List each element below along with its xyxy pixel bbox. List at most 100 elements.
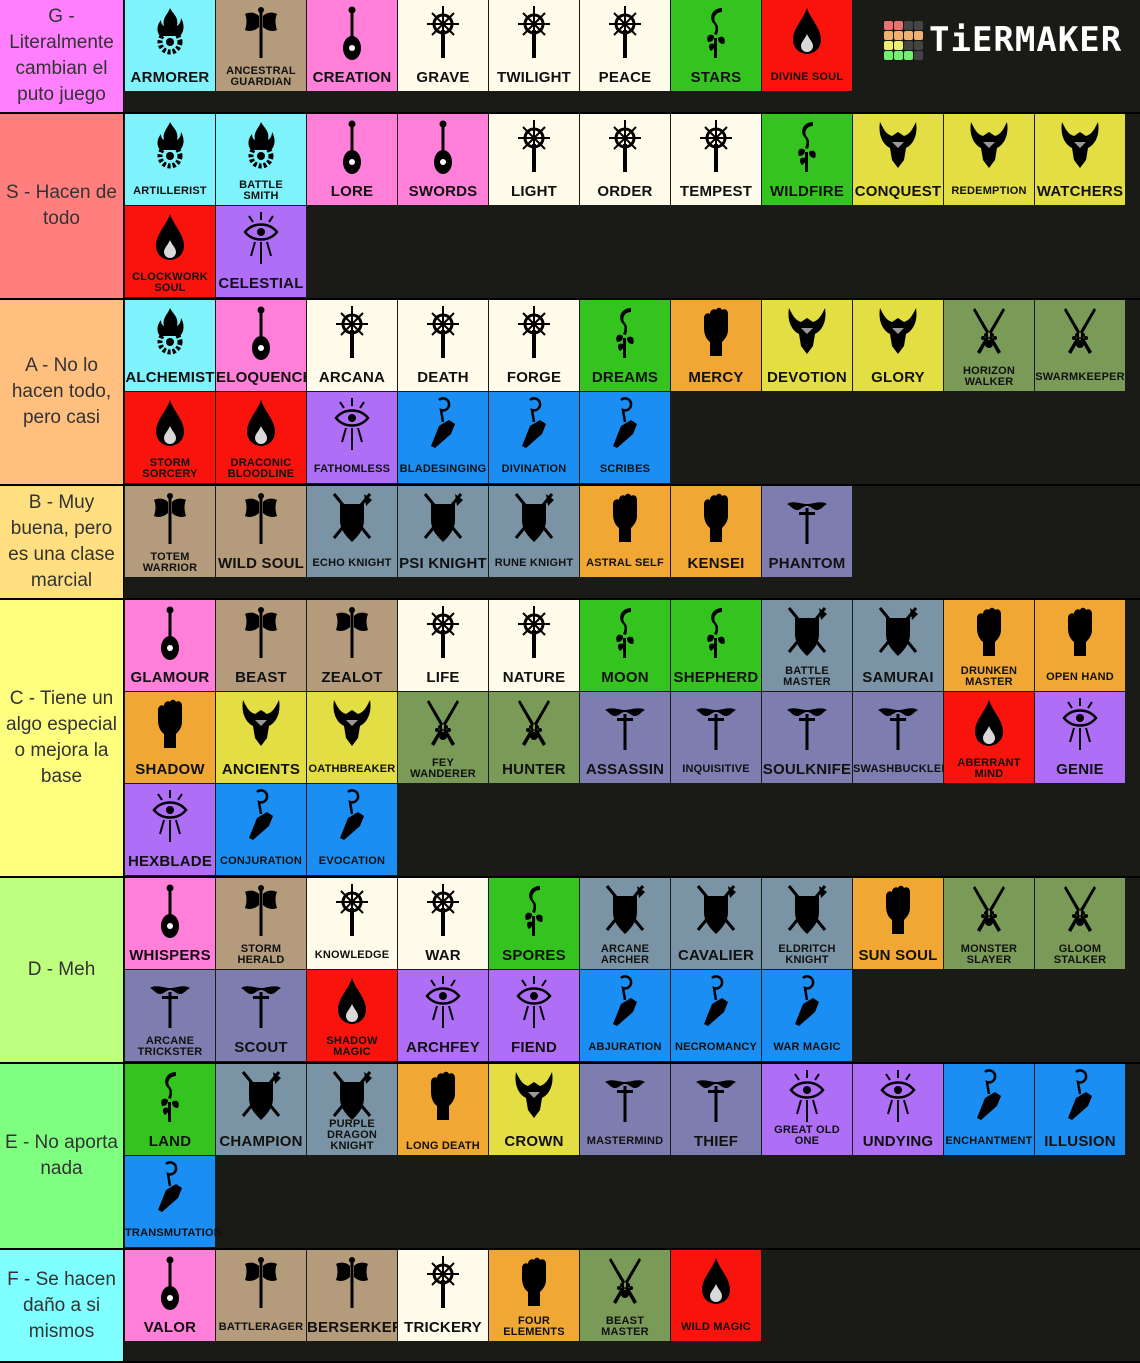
tier-item[interactable]: ARTILLERIST <box>125 114 215 205</box>
tier-item[interactable]: CROWN <box>489 1064 579 1155</box>
tier-item[interactable]: CHAMPION <box>216 1064 306 1155</box>
tier-item[interactable]: BEAST MASTER <box>580 1250 670 1341</box>
tier-item[interactable]: TOTEM WARRIOR <box>125 486 215 577</box>
tier-item[interactable]: BATTLE SMITH <box>216 114 306 205</box>
tier-item[interactable]: ASSASSIN <box>580 692 670 783</box>
tier-item[interactable]: CLOCKWORK SOUL <box>125 206 215 297</box>
tier-label[interactable]: S - Hacen de todo <box>0 114 124 298</box>
tier-item[interactable]: ENCHANTMENT <box>944 1064 1034 1155</box>
tier-item[interactable]: LONG DEATH <box>398 1064 488 1155</box>
tier-item[interactable]: ZEALOT <box>307 600 397 691</box>
tier-item[interactable]: SPORES <box>489 878 579 969</box>
tier-item[interactable]: SHEPHERD <box>671 600 761 691</box>
tier-item[interactable]: KNOWLEDGE <box>307 878 397 969</box>
tier-item[interactable]: STORM SORCERY <box>125 392 215 483</box>
tier-item[interactable]: INQUISITIVE <box>671 692 761 783</box>
tier-item[interactable]: WILDFIRE <box>762 114 852 205</box>
tier-item[interactable]: SCRIBES <box>580 392 670 483</box>
tier-item[interactable]: NECROMANCY <box>671 970 761 1061</box>
tier-item[interactable]: GLAMOUR <box>125 600 215 691</box>
tier-item[interactable]: DREAMS <box>580 300 670 391</box>
tier-item[interactable]: ARCANE ARCHER <box>580 878 670 969</box>
tier-item[interactable]: ELOQUENCE <box>216 300 313 391</box>
tier-item[interactable]: BATTLE MASTER <box>762 600 852 691</box>
tier-item[interactable]: WILD MAGIC <box>671 1250 761 1341</box>
tier-item[interactable]: FATHOMLESS <box>307 392 397 483</box>
tier-item[interactable]: ARCANE TRICKSTER <box>125 970 215 1061</box>
tier-item[interactable]: SWORDS <box>398 114 488 205</box>
tier-item[interactable]: GRAVE <box>398 0 488 91</box>
tier-item[interactable]: TRICKERY <box>398 1250 488 1341</box>
tier-item[interactable]: TEMPEST <box>671 114 761 205</box>
tier-item[interactable]: WATCHERS <box>1035 114 1125 205</box>
tier-item[interactable]: THIEF <box>671 1064 761 1155</box>
tier-item[interactable]: ARCHFEY <box>398 970 488 1061</box>
tier-item[interactable]: ARCANA <box>307 300 397 391</box>
tier-item[interactable]: RUNE KNIGHT <box>489 486 579 577</box>
tier-item[interactable]: LIFE <box>398 600 488 691</box>
tier-label[interactable]: C - Tiene un algo especial o mejora la b… <box>0 600 124 876</box>
tier-item[interactable]: DEVOTION <box>762 300 852 391</box>
tier-item[interactable]: PSI KNIGHT <box>398 486 488 577</box>
tier-item[interactable]: LIGHT <box>489 114 579 205</box>
tier-item[interactable]: STARS <box>671 0 761 91</box>
tier-item[interactable]: WAR MAGIC <box>762 970 852 1061</box>
tier-item[interactable]: DIVINE SOUL <box>762 0 852 91</box>
tier-item[interactable]: ECHO KNIGHT <box>307 486 397 577</box>
tier-item[interactable]: LORE <box>307 114 397 205</box>
tier-item[interactable]: GENIE <box>1035 692 1125 783</box>
tier-item[interactable]: DEATH <box>398 300 488 391</box>
tier-item[interactable]: SWARMKEEPER <box>1035 300 1125 391</box>
tier-item[interactable]: HORIZON WALKER <box>944 300 1034 391</box>
tier-item[interactable]: MASTERMIND <box>580 1064 670 1155</box>
tier-item[interactable]: UNDYING <box>853 1064 943 1155</box>
tier-item[interactable]: GLORY <box>853 300 943 391</box>
tier-item[interactable]: KENSEI <box>671 486 761 577</box>
tier-item[interactable]: PHANTOM <box>762 486 852 577</box>
tier-item[interactable]: HEXBLADE <box>125 784 215 875</box>
tier-item[interactable]: CREATION <box>307 0 397 91</box>
tier-item[interactable]: HUNTER <box>489 692 579 783</box>
tier-item[interactable]: TRANSMUTATION <box>125 1156 222 1247</box>
tier-label[interactable]: F - Se hacen daño a si mismos <box>0 1250 124 1361</box>
tier-item[interactable]: ANCIENTS <box>216 692 306 783</box>
tier-item[interactable]: MOON <box>580 600 670 691</box>
tier-item[interactable]: SWASHBUCKLER <box>853 692 949 783</box>
tier-item[interactable]: PURPLE DRAGON KNIGHT <box>307 1064 397 1155</box>
tier-item[interactable]: MERCY <box>671 300 761 391</box>
tier-item[interactable]: NATURE <box>489 600 579 691</box>
tier-item[interactable]: FIEND <box>489 970 579 1061</box>
tier-item[interactable]: CONQUEST <box>853 114 943 205</box>
tier-item[interactable]: LAND <box>125 1064 215 1155</box>
tier-item[interactable]: ABERRANT MIND <box>944 692 1034 783</box>
tier-label[interactable]: A - No lo hacen todo, pero casi <box>0 300 124 484</box>
tier-item[interactable]: VALOR <box>125 1250 215 1341</box>
tier-item[interactable]: EVOCATION <box>307 784 397 875</box>
tier-item[interactable]: ILLUSION <box>1035 1064 1125 1155</box>
tier-item[interactable]: DIVINATION <box>489 392 579 483</box>
tier-item[interactable]: FOUR ELEMENTS <box>489 1250 579 1341</box>
tier-item[interactable]: ARMORER <box>125 0 215 91</box>
tier-item[interactable]: DRACONIC BLOODLINE <box>216 392 306 483</box>
tier-item[interactable]: REDEMPTION <box>944 114 1034 205</box>
tier-label[interactable]: G - Literalmente cambian el puto juego <box>0 0 124 112</box>
tier-item[interactable]: BLADESINGING <box>398 392 488 483</box>
tier-item[interactable]: TWILIGHT <box>489 0 579 91</box>
tier-label[interactable]: E - No aporta nada <box>0 1064 124 1248</box>
tier-item[interactable]: STORM HERALD <box>216 878 306 969</box>
tier-label[interactable]: D - Meh <box>0 878 124 1062</box>
tier-item[interactable]: BEAST <box>216 600 306 691</box>
tier-item[interactable]: SAMURAI <box>853 600 943 691</box>
tier-item[interactable]: PEACE <box>580 0 670 91</box>
tier-item[interactable]: CELESTIAL <box>216 206 306 297</box>
tier-item[interactable]: DRUNKEN MASTER <box>944 600 1034 691</box>
tier-item[interactable]: CAVALIER <box>671 878 761 969</box>
tier-item[interactable]: ASTRAL SELF <box>580 486 670 577</box>
tier-item[interactable]: SCOUT <box>216 970 306 1061</box>
tier-item[interactable]: WAR <box>398 878 488 969</box>
tier-item[interactable]: ANCESTRAL GUARDIAN <box>216 0 306 91</box>
tier-item[interactable]: ABJURATION <box>580 970 670 1061</box>
tier-item[interactable]: SUN SOUL <box>853 878 943 969</box>
tier-item[interactable]: ELDRITCH KNIGHT <box>762 878 852 969</box>
tier-item[interactable]: SHADOW MAGIC <box>307 970 397 1061</box>
